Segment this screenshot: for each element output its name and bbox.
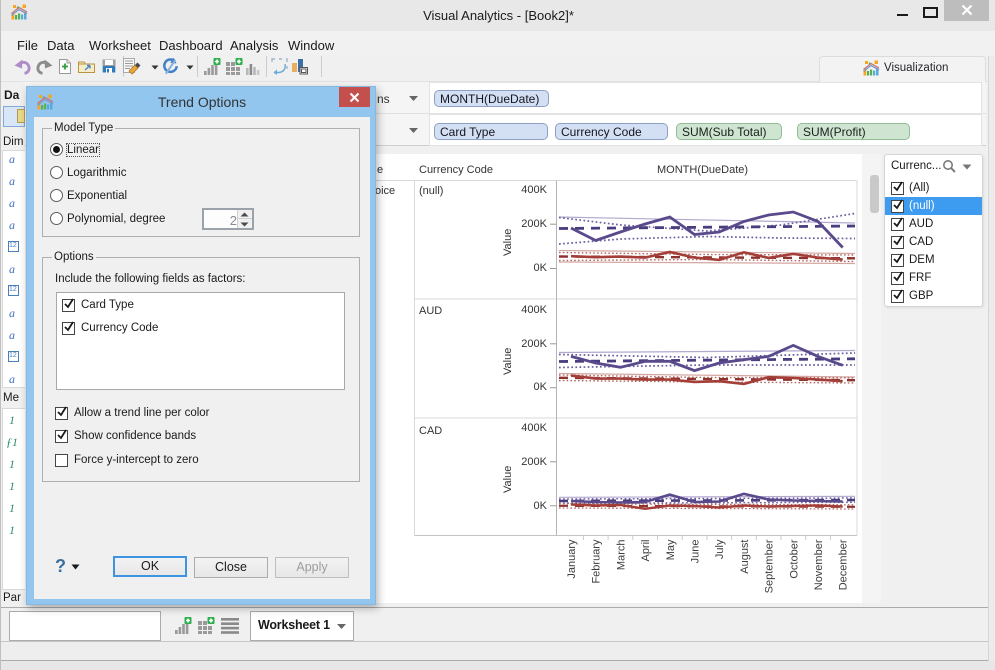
svg-text:April: April [640, 540, 652, 562]
svg-text:August: August [739, 540, 751, 574]
svg-text:June: June [690, 540, 702, 564]
svg-text:May: May [665, 539, 677, 560]
svg-text:October: October [788, 539, 800, 578]
svg-text:February: February [591, 539, 603, 584]
svg-text:July: July [714, 539, 726, 559]
svg-text:September: September [764, 539, 776, 593]
svg-text:January: January [566, 539, 578, 579]
svg-text:December: December [838, 539, 850, 590]
svg-text:November: November [813, 539, 825, 590]
svg-text:March: March [615, 540, 627, 571]
